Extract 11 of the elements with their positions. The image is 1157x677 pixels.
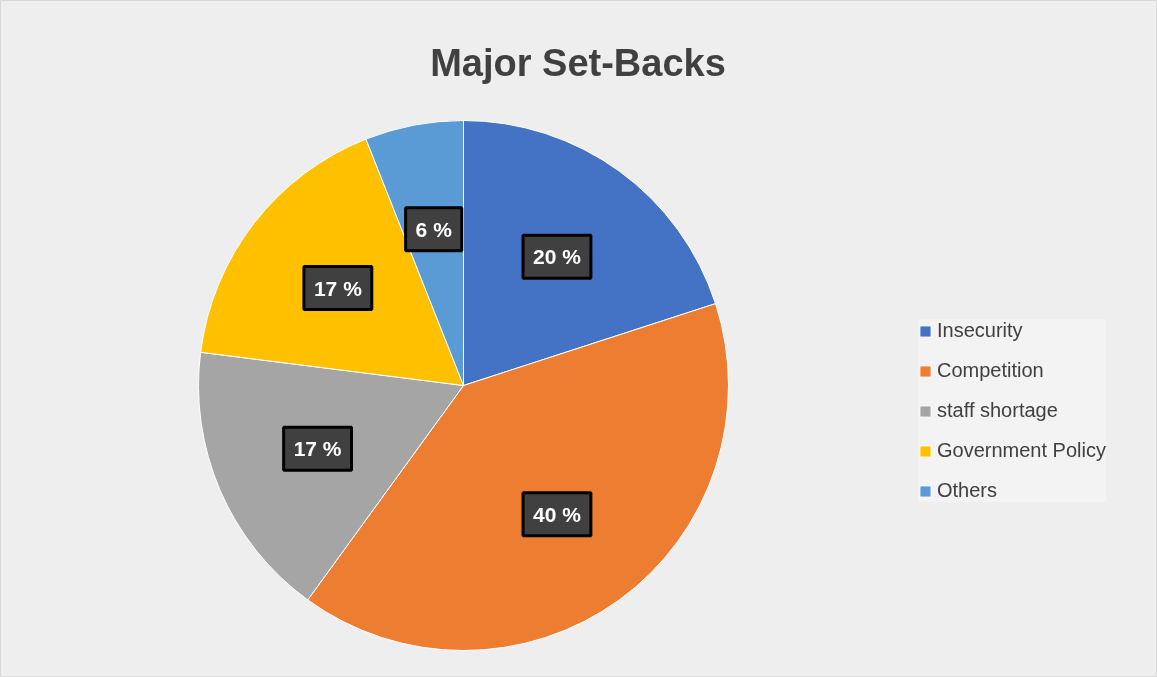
chart-title: Major Set-Backs (430, 41, 726, 84)
legend-label: Government Policy (937, 439, 1106, 462)
legend-label: Competition (937, 359, 1044, 382)
data-label: 17 % (313, 276, 363, 300)
data-label: 40 % (533, 502, 582, 526)
data-label: 6 % (415, 217, 453, 241)
legend-label: Insecurity (937, 319, 1023, 342)
legend-label: Others (937, 479, 998, 502)
legend-label: staff shortage (937, 399, 1058, 422)
data-label: 17 % (293, 437, 342, 461)
data-label: 20 % (533, 245, 582, 269)
